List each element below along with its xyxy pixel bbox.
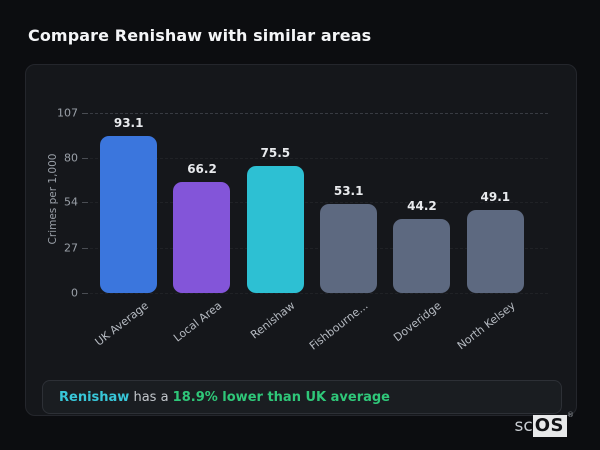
gridline-54: [90, 202, 548, 204]
bar-slot-north-kelsey: 49.1 North Kelsey: [454, 113, 532, 352]
x-axis-label: Renishaw: [248, 299, 298, 342]
x-axis-label: UK Average: [92, 299, 151, 349]
gridline-0: [90, 293, 548, 294]
gridline-107: [90, 113, 548, 114]
x-axis-label: Local Area: [170, 299, 225, 345]
bar-slot-renishaw: 75.5 Renishaw: [239, 113, 312, 341]
bar-value-label: 75.5: [260, 146, 291, 160]
logo-prefix: sc: [514, 416, 533, 436]
bar-chart: Crimes per 1,000 0 27 54 80 107 93.1 UK Avera…: [26, 65, 576, 365]
y-tick-label-80: 80: [64, 151, 78, 165]
bar-renishaw[interactable]: [246, 166, 304, 293]
x-axis-label: North Kelsey: [454, 299, 518, 353]
note-area-name: Renishaw: [59, 389, 130, 405]
x-axis-label: Fishbourne...: [307, 299, 371, 353]
y-tick-label-107: 107: [57, 106, 78, 120]
bar-value-label: 44.2: [407, 198, 437, 213]
bar-slot-doveridge: 44.2 Doveridge: [385, 113, 458, 344]
bar-slot-uk-average: 93.1 UK Average: [92, 113, 165, 349]
note-highlight-text: 18.9% lower than UK average: [172, 389, 390, 405]
bar-value-label: 93.1: [113, 116, 144, 131]
page-title: Compare Renishaw with similar areas: [28, 26, 372, 45]
scos-logo: sc OS ®: [514, 411, 574, 437]
y-tick-mark-0: [82, 293, 88, 294]
bar-north-kelsey[interactable]: [466, 210, 524, 293]
gridline-80: [90, 158, 548, 160]
bar-fishbourne[interactable]: [320, 203, 378, 293]
y-tick-label-27: 27: [64, 241, 78, 255]
y-tick-label-0: 0: [71, 286, 78, 300]
bar-local-area[interactable]: [173, 181, 231, 293]
bar-value-label: 49.1: [480, 190, 511, 205]
registered-trademark-icon: ®: [567, 411, 574, 419]
bar-value-label: 53.1: [333, 183, 364, 198]
gridline-27: [90, 247, 548, 249]
bar-uk-average[interactable]: [100, 136, 158, 293]
note-middle-text: has a: [129, 389, 173, 405]
comparison-note: Renishaw has a 18.9% lower than UK avera…: [42, 380, 562, 414]
bars-row: 93.1 UK Average 66.2 Local Area 75.5 Renishaw…: [92, 113, 532, 353]
y-tick-mark-107: [82, 113, 88, 114]
bar-slot-fishbourne: 53.1 Fishbourne...: [307, 113, 385, 353]
logo-block: OS: [532, 415, 567, 437]
y-tick-mark-27: [82, 247, 88, 249]
bar-slot-local-area: 66.2 Local Area: [165, 113, 238, 345]
y-tick-label-54: 54: [64, 195, 78, 209]
bar-doveridge[interactable]: [393, 218, 451, 293]
y-tick-mark-54: [82, 202, 88, 204]
chart-card: Crimes per 1,000 0 27 54 80 107 93.1 UK Avera…: [25, 64, 577, 416]
x-axis-label: Doveridge: [391, 299, 444, 345]
y-tick-mark-80: [82, 158, 88, 160]
bar-value-label: 66.2: [187, 161, 217, 176]
